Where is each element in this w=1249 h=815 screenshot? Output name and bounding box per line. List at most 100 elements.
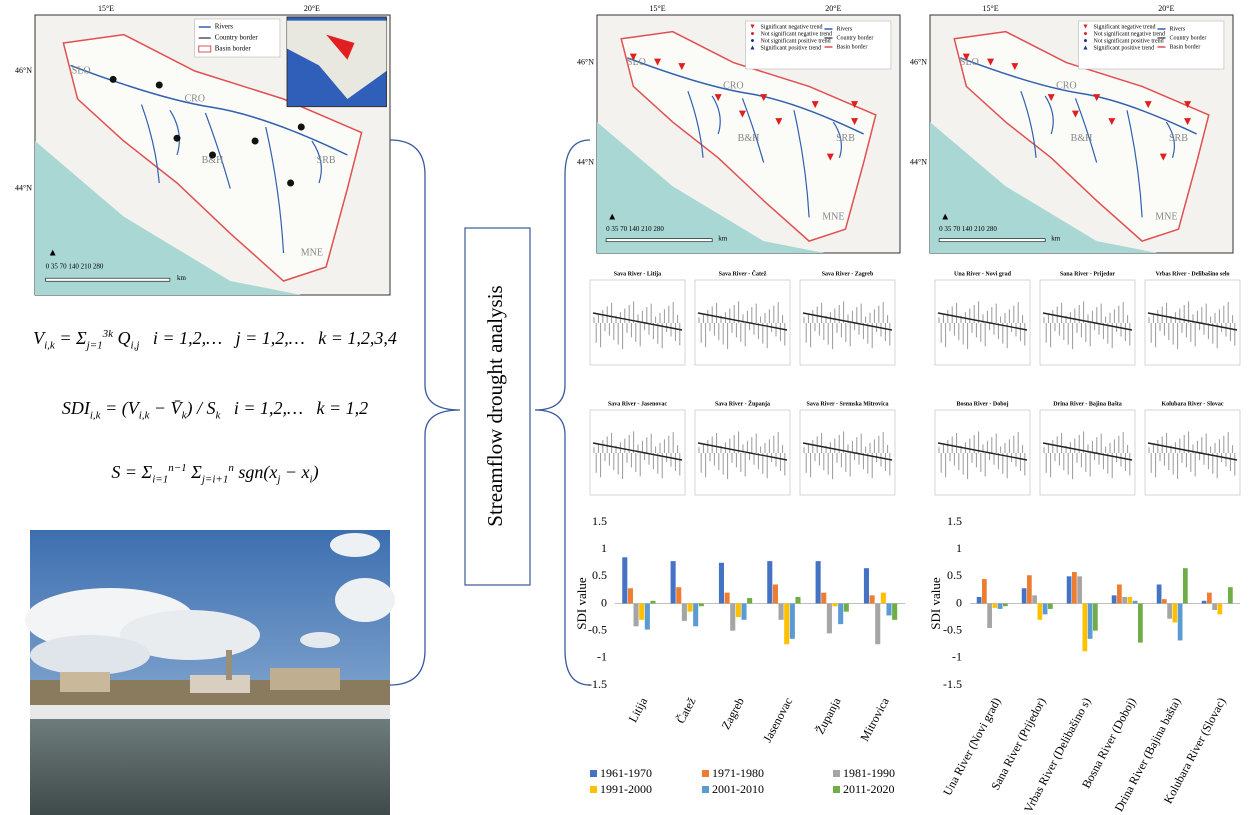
trend-panel: Sava River - Čatež xyxy=(694,269,791,366)
panel-title: Kolubara River - Slovac xyxy=(1161,401,1223,407)
legend-label: Not significant negative trend xyxy=(761,30,832,37)
bar xyxy=(676,587,682,604)
y-tick-label: 0.5 xyxy=(592,568,607,582)
scale-bar xyxy=(605,238,713,243)
y-axis-label: SDI value xyxy=(574,577,589,630)
trend-panel: Drina River - Bajina Bašta xyxy=(1039,401,1136,496)
bar xyxy=(741,603,747,620)
river xyxy=(311,140,322,184)
bar xyxy=(1207,592,1212,604)
station xyxy=(209,151,216,159)
region-label: CRO xyxy=(723,81,744,92)
equation: SDIi,k = (Vi,k − V̄k) / Sk i = 1,2,… k =… xyxy=(61,398,369,422)
bar xyxy=(1127,596,1133,604)
panel-title: Sana River - Prijedor xyxy=(1060,271,1115,277)
bar xyxy=(826,603,832,634)
station-trend: ▼ xyxy=(1142,97,1154,111)
bar xyxy=(633,603,639,627)
map-coord: 15°E xyxy=(983,4,999,13)
legend-symbol xyxy=(198,45,212,53)
bar xyxy=(892,603,898,620)
panel-frame xyxy=(1039,409,1136,496)
legend-label: Not significant positive trend xyxy=(761,37,831,44)
scale-label: 0 35 70 140 210 280 xyxy=(606,225,664,233)
analysis-label: Streamflow drought analysis xyxy=(483,285,507,526)
bar xyxy=(863,568,869,604)
panel-frame xyxy=(799,279,896,366)
region-label: SRB xyxy=(317,155,336,166)
legend-swatch xyxy=(590,786,597,793)
bar xyxy=(875,603,881,645)
bar xyxy=(698,603,704,607)
bar xyxy=(784,603,790,645)
panel-title: Bosna River - Doboj xyxy=(956,401,1008,407)
panel-frame xyxy=(1144,279,1241,366)
right-brace xyxy=(534,139,591,686)
left-brace xyxy=(389,139,461,686)
north-arrow: ▲ xyxy=(940,212,950,223)
bar xyxy=(815,561,821,604)
trend-panel: Kolubara River - Slovac xyxy=(1144,401,1241,496)
station-trend: ▼ xyxy=(652,54,664,68)
station xyxy=(173,134,181,142)
station-trend: ▼ xyxy=(627,50,639,64)
station xyxy=(109,75,117,83)
station-trend: ▼ xyxy=(1069,107,1081,121)
legend-label: 1991-2000 xyxy=(600,782,652,796)
panel-trend xyxy=(937,312,1028,331)
station-trend: ▼ xyxy=(1009,59,1021,73)
station-trend: ▼ xyxy=(712,90,724,104)
sea xyxy=(930,122,1158,253)
bar xyxy=(724,592,730,604)
region-label: SRB xyxy=(836,133,855,144)
y-tick-label: 1 xyxy=(956,541,962,555)
panel-frame xyxy=(1144,409,1241,496)
bar xyxy=(869,595,875,604)
station-trend: ▼ xyxy=(849,114,861,128)
legend-label: Rivers xyxy=(215,23,234,31)
bar xyxy=(687,603,693,612)
bar xyxy=(1021,588,1027,604)
trend-panel: Sava River - Sremska Mitrovica xyxy=(799,401,896,496)
legend-label: Not significant negative trend xyxy=(1094,30,1165,37)
analysis-box xyxy=(464,227,531,586)
map-coord: 20°E xyxy=(1158,4,1174,13)
station-trend: ▼ xyxy=(809,97,821,111)
legend-label: Significant positive trend xyxy=(1094,44,1155,51)
river xyxy=(1165,121,1175,158)
bar xyxy=(982,579,987,604)
y-tick-label: -1.5 xyxy=(588,677,607,691)
panel-title: Sava River - Županja xyxy=(715,399,770,407)
bar xyxy=(650,600,656,604)
panel-trend xyxy=(697,442,788,461)
legend-swatch xyxy=(833,786,840,793)
bar xyxy=(997,603,1003,609)
region-label: SLO xyxy=(72,65,91,76)
scale-label: 0 35 70 140 210 280 xyxy=(939,225,997,233)
x-tick-label: Litija xyxy=(626,695,651,725)
scale-unit: km xyxy=(177,274,187,282)
panel-title: Sava River - Zagreb xyxy=(822,271,874,277)
trend-panel: Bosna River - Doboj xyxy=(934,401,1031,496)
legend-label: Significant positive trend xyxy=(761,44,822,51)
bar xyxy=(639,603,645,620)
bar xyxy=(670,561,676,604)
scale-label: 0 35 70 140 210 280 xyxy=(46,263,104,271)
equation: Vi,k = Σj=13k Qi,j i = 1,2,… j = 1,2,… k… xyxy=(33,328,397,352)
region-label: SRB xyxy=(1169,133,1188,144)
y-tick-label: 0 xyxy=(956,595,962,609)
bar xyxy=(987,603,992,628)
bar xyxy=(1037,603,1043,620)
river xyxy=(832,121,842,158)
y-axis-label: SDI value xyxy=(928,577,943,630)
river xyxy=(140,104,160,184)
legend-label: Basin border xyxy=(215,45,252,53)
legend-label: Country border xyxy=(837,35,874,41)
station-trend: ▼ xyxy=(849,97,861,111)
bar xyxy=(992,603,998,608)
station xyxy=(297,123,305,131)
panel-title: Drina River - Bajina Bašta xyxy=(1053,401,1122,407)
river xyxy=(793,110,810,218)
panel-frame xyxy=(934,409,1031,496)
river xyxy=(1020,90,1037,158)
